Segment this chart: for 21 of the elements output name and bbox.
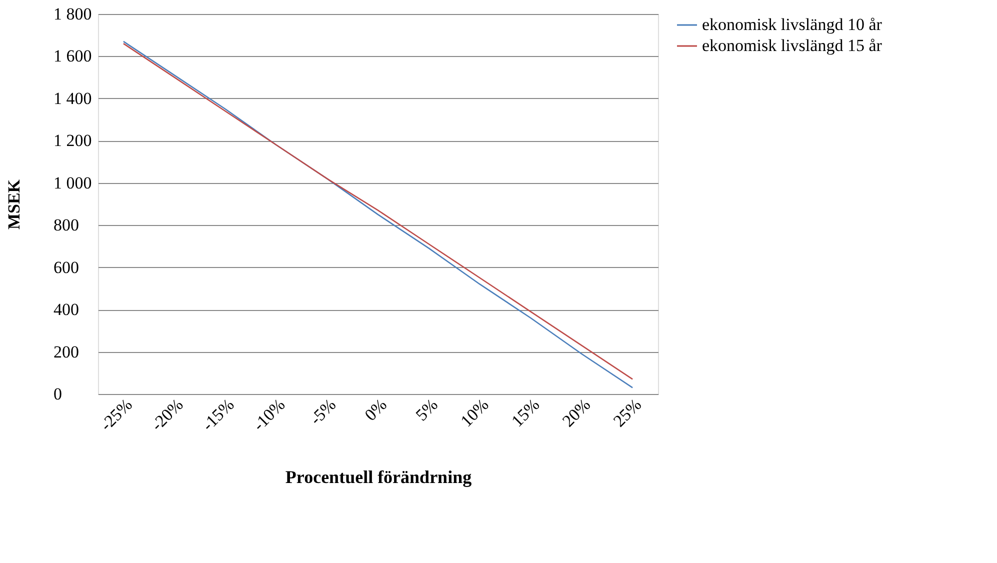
y-tick-label: 400 [54, 300, 79, 320]
y-axis-title: MSEK [4, 178, 24, 230]
x-tick-label: 15% [508, 395, 544, 431]
y-tick-label: 1 400 [54, 88, 92, 108]
x-tick-label: -5% [306, 395, 340, 429]
legend-label: ekonomisk livslängd 10 år [702, 15, 882, 34]
x-tick-label: 0% [361, 395, 391, 425]
legend-label: ekonomisk livslängd 15 år [702, 36, 882, 55]
y-tick-label: 1 800 [54, 4, 92, 24]
x-tick-label: 20% [558, 395, 594, 431]
y-tick-label: 1 600 [54, 46, 92, 66]
y-tick-label: 800 [54, 216, 79, 235]
y-tick-label: 200 [54, 342, 79, 362]
y-tick-label: 1 000 [54, 173, 92, 192]
y-tick-label: 1 200 [54, 131, 92, 150]
y-tick-label: 0 [54, 384, 62, 404]
x-tick-label: 10% [456, 395, 492, 431]
x-axis-title: Procentuell förändrning [285, 466, 472, 487]
x-tick-label: 5% [412, 395, 442, 425]
y-tick-label: 600 [54, 258, 79, 277]
x-tick-label: 25% [610, 395, 646, 431]
